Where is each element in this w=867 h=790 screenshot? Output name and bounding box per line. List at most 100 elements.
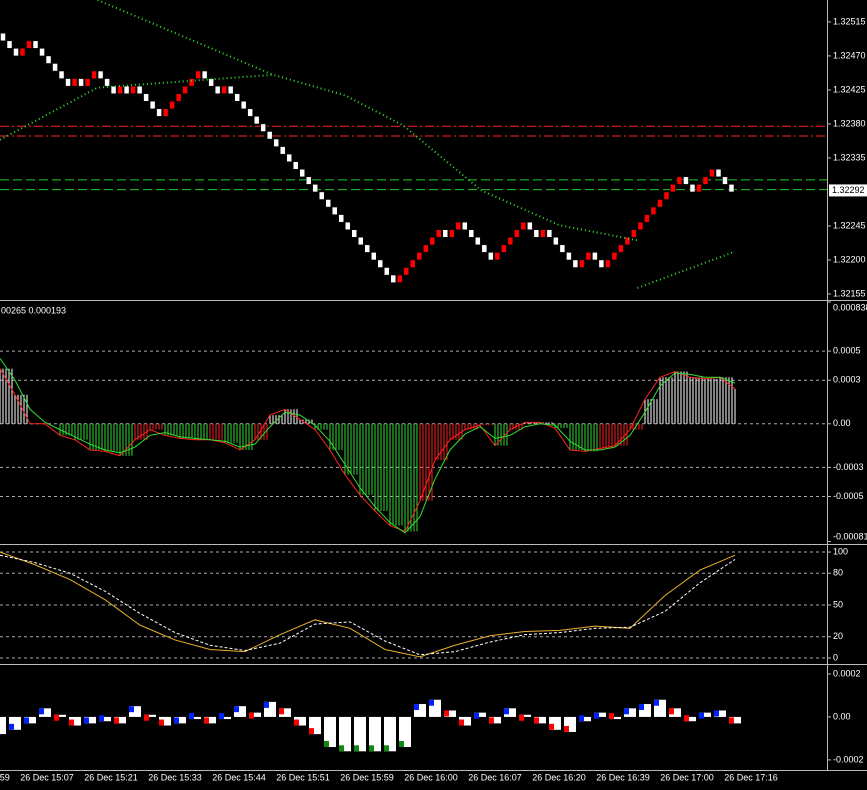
- oscillator-bar: [504, 708, 516, 717]
- oscillator-bar: [279, 708, 291, 717]
- renko-brick: [468, 229, 475, 238]
- renko-brick: [559, 244, 566, 253]
- renko-brick: [585, 252, 592, 261]
- y-tick-label: 100: [833, 546, 848, 556]
- renko-brick: [455, 221, 462, 230]
- renko-brick: [26, 40, 32, 49]
- renko-brick: [618, 244, 624, 253]
- y-tick-label: 1.32335: [833, 152, 866, 162]
- y-tick-label: 1.32200: [833, 254, 866, 264]
- renko-brick: [702, 176, 709, 185]
- x-tick-label: 26 Dec 15:33: [148, 772, 202, 782]
- oscillator-cap: [174, 717, 179, 724]
- x-tick-label: 26 Dec 15:21: [84, 772, 138, 782]
- renko-brick: [32, 40, 39, 49]
- oscillator-cap: [354, 745, 359, 752]
- oscillator-cap: [534, 717, 539, 724]
- signal-line: [0, 358, 736, 534]
- renko-brick: [97, 70, 104, 79]
- renko-brick: [728, 184, 735, 193]
- oscillator-cap: [129, 706, 134, 713]
- renko-brick: [156, 108, 162, 117]
- oscillator-bar: [609, 716, 621, 720]
- oscillator-cap: [489, 717, 494, 724]
- renko-brick: [273, 138, 279, 147]
- oscillator-cap: [9, 723, 14, 730]
- oscillator-cap: [459, 719, 464, 726]
- renko-brick: [527, 221, 533, 230]
- renko-brick: [657, 199, 663, 208]
- renko-brick: [123, 85, 130, 94]
- y-tick-label: 1.32155: [833, 288, 866, 298]
- renko-brick: [91, 70, 97, 79]
- oscillator-cap: [654, 699, 659, 706]
- indicator-info: 00265 0.000193: [1, 305, 66, 315]
- y-tick-label: -0.0005: [833, 491, 864, 501]
- oscillator-cap: [204, 717, 209, 724]
- oscillator-cap: [429, 699, 434, 706]
- renko-brick: [592, 252, 598, 261]
- oscillator-cap: [519, 714, 524, 721]
- renko-brick: [136, 85, 143, 94]
- renko-brick: [475, 237, 481, 246]
- oscillator-bar: [474, 712, 486, 717]
- oscillator-cap: [504, 708, 509, 715]
- oscillator-cap: [69, 719, 74, 726]
- renko-brick: [384, 267, 390, 276]
- oscillator-bar: [129, 706, 141, 717]
- x-tick-label: 26 Dec 16:39: [596, 772, 650, 782]
- oscillator-cap: [219, 713, 224, 720]
- y-tick-label: 0.0005: [833, 346, 861, 356]
- renko-brick: [650, 206, 657, 215]
- oscillator-cap: [159, 719, 164, 726]
- renko-brick: [110, 85, 117, 94]
- renko-brick: [598, 259, 605, 268]
- renko-brick: [429, 237, 436, 246]
- renko-brick: [533, 229, 540, 238]
- renko-brick: [364, 244, 371, 253]
- renko-brick: [436, 229, 442, 238]
- renko-brick: [312, 184, 318, 193]
- renko-brick: [221, 85, 227, 94]
- last-price-label: 1.32292: [832, 185, 865, 195]
- renko-brick: [351, 229, 357, 238]
- oscillator-bar: [0, 716, 6, 735]
- renko-brick: [253, 116, 260, 125]
- renko-brick: [149, 101, 156, 110]
- renko-brick: [260, 123, 266, 132]
- oscillator-bar: [39, 708, 51, 717]
- oscillator-bar: [684, 716, 696, 722]
- renko-brick: [19, 48, 26, 57]
- y-tick-label: 1.32245: [833, 220, 866, 230]
- renko-brick: [338, 214, 344, 223]
- oscillator-bar: [69, 716, 81, 726]
- renko-brick: [397, 274, 403, 283]
- renko-brick: [501, 244, 507, 253]
- oscillator-cap: [729, 717, 734, 724]
- renko-brick: [58, 70, 65, 79]
- renko-brick: [214, 85, 221, 94]
- y-tick-label: -0.0002: [833, 754, 864, 764]
- renko-brick: [566, 252, 572, 261]
- renko-brick: [39, 48, 45, 57]
- renko-brick: [481, 244, 488, 253]
- renko-brick: [182, 85, 188, 94]
- oscillator-cap: [714, 710, 719, 717]
- last-price-box: [829, 184, 867, 197]
- oscillator-cap: [414, 704, 419, 711]
- oscillator-bar: [159, 716, 171, 726]
- oscillator-cap: [279, 708, 284, 715]
- oscillator-bar: [579, 716, 591, 722]
- renko-brick: [240, 101, 247, 110]
- renko-brick: [357, 237, 364, 246]
- y-tick-label: 50: [833, 599, 843, 609]
- oscillator-bar: [669, 708, 681, 717]
- renko-brick: [637, 221, 644, 230]
- renko-brick: [689, 184, 696, 193]
- renko-brick: [266, 131, 273, 140]
- oscillator-cap: [684, 715, 689, 722]
- oscillator-bar: [324, 716, 336, 748]
- renko-brick: [13, 48, 19, 57]
- renko-brick: [299, 169, 305, 178]
